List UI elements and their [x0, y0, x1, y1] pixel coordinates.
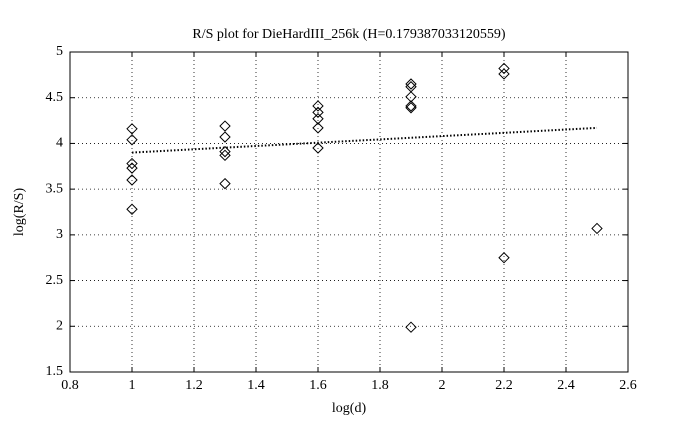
point: [219, 145, 231, 158]
point: [219, 177, 231, 190]
point: [312, 122, 324, 134]
x-tick-label: 1.8: [371, 378, 389, 393]
point: [498, 252, 510, 264]
point: [126, 123, 138, 135]
y-tick-label: 4.5: [46, 90, 64, 105]
x-tick-label: 2: [439, 378, 446, 393]
point: [219, 120, 231, 132]
x-tick-label: 2.2: [495, 378, 513, 393]
x-tick-label: 2.4: [557, 378, 575, 393]
y-tick-label: 4: [56, 136, 63, 151]
point: [312, 100, 324, 112]
x-tick-label: 1.2: [185, 378, 203, 393]
point: [219, 149, 231, 162]
point: [498, 68, 510, 80]
y-tick-label: 2: [56, 319, 63, 334]
point: [498, 62, 510, 75]
plot-frame: [69, 51, 629, 373]
fit-line: [131, 126, 598, 154]
point: [591, 222, 603, 235]
x-tick-label: 2.6: [619, 378, 637, 393]
point: [405, 102, 417, 114]
point: [312, 106, 324, 119]
y-tick-label: 3.5: [46, 181, 64, 196]
x-tick-label: 1.6: [309, 378, 327, 393]
point: [312, 142, 324, 154]
point: [312, 113, 324, 125]
point: [405, 321, 417, 333]
y-tick-label: 1.5: [46, 364, 64, 379]
x-tick-label: 1.4: [247, 378, 265, 393]
y-axis-label: log(R/S): [12, 188, 27, 237]
x-tick-label: 0.8: [61, 378, 79, 393]
point: [126, 157, 138, 170]
point: [126, 162, 138, 174]
chart-title: R/S plot for DieHardIII_256k (H=0.179387…: [192, 27, 505, 42]
point: [405, 91, 417, 103]
point: [219, 131, 231, 143]
point: [126, 174, 138, 186]
point: [405, 78, 417, 90]
y-tick-label: 5: [56, 44, 63, 59]
point: [126, 134, 138, 146]
x-axis-label: log(d): [332, 401, 367, 416]
y-tick-label: 3: [56, 227, 63, 242]
y-tick-label: 2.5: [46, 273, 64, 288]
point: [126, 203, 138, 215]
x-tick-label: 1: [129, 378, 136, 393]
point: [405, 100, 417, 112]
